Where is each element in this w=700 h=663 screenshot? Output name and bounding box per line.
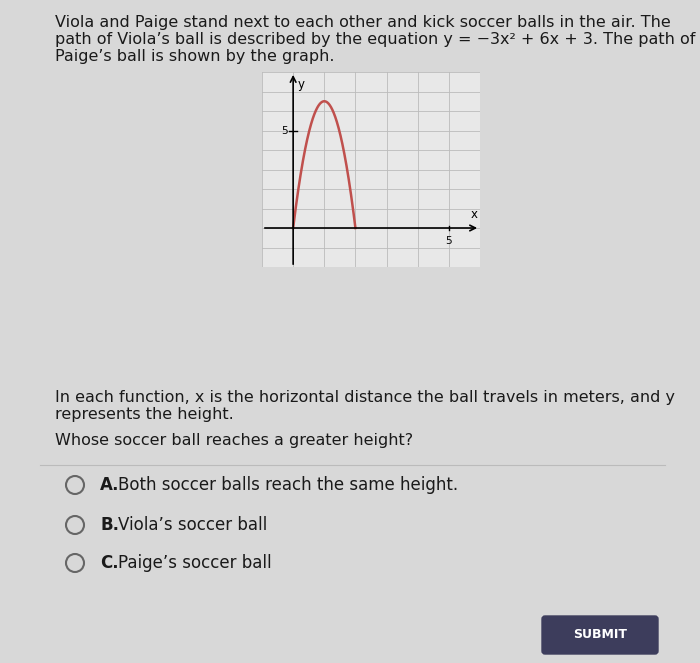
FancyBboxPatch shape [542, 616, 658, 654]
Text: Viola’s soccer ball: Viola’s soccer ball [118, 516, 267, 534]
Text: B.: B. [100, 516, 119, 534]
Text: SUBMIT: SUBMIT [573, 629, 627, 642]
Text: Paige’s soccer ball: Paige’s soccer ball [118, 554, 272, 572]
Text: A.: A. [100, 476, 120, 494]
Text: 5: 5 [281, 125, 288, 135]
Text: C.: C. [100, 554, 118, 572]
Text: y: y [298, 78, 304, 91]
Text: path of Viola’s ball is described by the equation y = −3x² + 6x + 3. The path of: path of Viola’s ball is described by the… [55, 32, 695, 47]
Text: x: x [470, 208, 477, 221]
Text: 5: 5 [445, 236, 452, 246]
Text: represents the height.: represents the height. [55, 407, 234, 422]
Text: Both soccer balls reach the same height.: Both soccer balls reach the same height. [118, 476, 458, 494]
Text: Paige’s ball is shown by the graph.: Paige’s ball is shown by the graph. [55, 49, 335, 64]
Text: Viola and Paige stand next to each other and kick soccer balls in the air. The: Viola and Paige stand next to each other… [55, 15, 671, 30]
Text: Whose soccer ball reaches a greater height?: Whose soccer ball reaches a greater heig… [55, 433, 413, 448]
Text: In each function, x is the horizontal distance the ball travels in meters, and y: In each function, x is the horizontal di… [55, 390, 675, 405]
